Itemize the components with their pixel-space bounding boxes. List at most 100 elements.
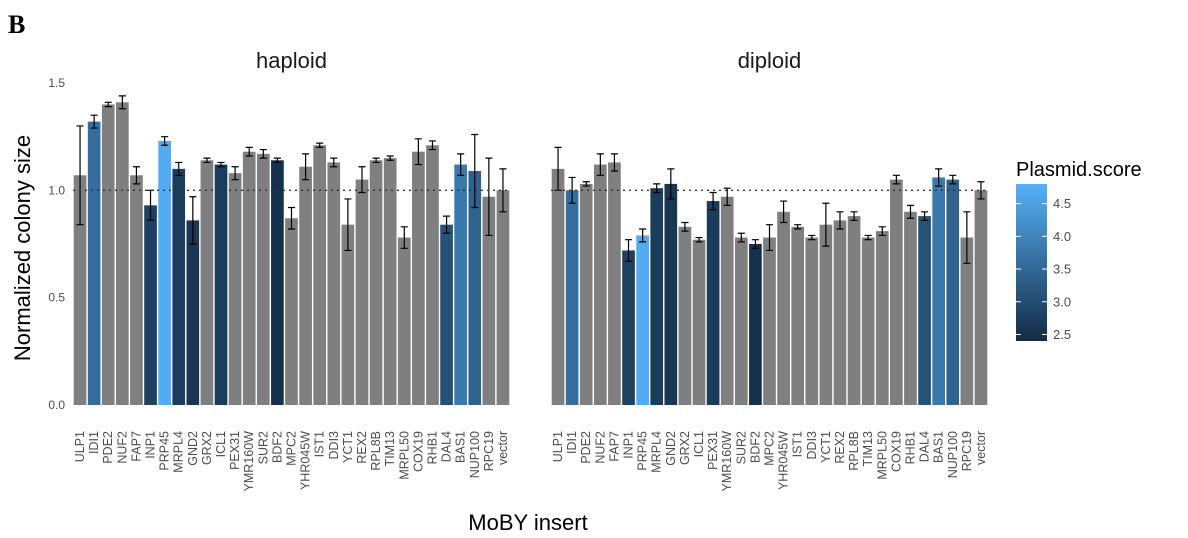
bar bbox=[101, 104, 115, 405]
legend-ticks: 2.5 3.0 3.5 4.0 4.5 bbox=[1016, 196, 1071, 342]
bar bbox=[875, 231, 889, 405]
bar bbox=[200, 160, 214, 405]
error-bar bbox=[104, 101, 112, 108]
category-label: MPC2 bbox=[285, 431, 299, 466]
category-label: INP1 bbox=[144, 431, 158, 459]
error-bars bbox=[554, 146, 985, 264]
bar bbox=[383, 158, 397, 405]
error-bar bbox=[175, 161, 183, 176]
bar bbox=[158, 140, 171, 405]
bars bbox=[73, 102, 510, 405]
category-label: ULP1 bbox=[73, 431, 87, 462]
error-bar bbox=[949, 174, 957, 185]
category-label: RPC19 bbox=[960, 431, 974, 471]
error-bar bbox=[344, 198, 352, 252]
error-bar bbox=[189, 196, 197, 245]
category-label: GRX2 bbox=[200, 431, 214, 465]
category-label: RPL8B bbox=[369, 431, 383, 471]
bar bbox=[946, 179, 960, 405]
legend-tick-label: 4.0 bbox=[1053, 229, 1071, 244]
category-label: ULP1 bbox=[551, 431, 565, 462]
y-tick-label: 0.0 bbox=[48, 398, 65, 412]
category-label: IST1 bbox=[791, 431, 805, 457]
legend-tick-label: 3.0 bbox=[1053, 294, 1071, 309]
bar bbox=[664, 183, 678, 405]
error-bar bbox=[457, 153, 465, 176]
bar bbox=[355, 179, 369, 405]
bar bbox=[172, 168, 186, 405]
legend-tick-label: 4.5 bbox=[1053, 196, 1071, 211]
y-tick-label: 1.0 bbox=[48, 183, 65, 197]
category-label: IDI1 bbox=[565, 431, 579, 454]
category-label: IST1 bbox=[313, 431, 327, 457]
category-label: YCT1 bbox=[819, 431, 833, 463]
error-bar bbox=[765, 224, 774, 252]
error-bar bbox=[582, 181, 590, 187]
color-legend: Plasmid.score 2.5 3.0 3.5 4.0 4.5 bbox=[1016, 159, 1142, 342]
category-label: TIM13 bbox=[861, 431, 875, 466]
bar bbox=[932, 177, 946, 405]
legend-tick-label: 2.5 bbox=[1053, 327, 1071, 342]
error-bar bbox=[822, 202, 830, 247]
bar bbox=[791, 226, 805, 405]
error-bar bbox=[977, 181, 985, 200]
category-label: GRX2 bbox=[678, 431, 692, 465]
bar bbox=[115, 102, 129, 405]
category-label: MPC2 bbox=[763, 431, 777, 466]
category-label: SUR2 bbox=[256, 431, 270, 464]
bar bbox=[242, 151, 256, 405]
bar bbox=[593, 164, 607, 405]
panel-label: B bbox=[8, 10, 25, 39]
category-label: YMR160W bbox=[720, 431, 734, 492]
error-bar bbox=[737, 232, 745, 243]
category-label: COX19 bbox=[411, 431, 425, 472]
bar bbox=[749, 244, 762, 405]
category-label: YMR160W bbox=[242, 431, 256, 492]
bars bbox=[551, 162, 988, 405]
error-bar bbox=[878, 226, 886, 237]
error-bar bbox=[471, 133, 479, 209]
bar bbox=[73, 175, 87, 405]
error-bar bbox=[596, 153, 604, 176]
bar bbox=[186, 220, 200, 405]
bar bbox=[706, 201, 720, 405]
error-bar bbox=[414, 138, 422, 166]
category-label: PDE2 bbox=[579, 431, 593, 464]
category-label: RHB1 bbox=[903, 431, 917, 464]
y-tick-label: 0.5 bbox=[48, 291, 65, 305]
error-bar bbox=[372, 157, 380, 164]
bar bbox=[87, 121, 101, 405]
bar bbox=[327, 162, 341, 405]
category-label: RHB1 bbox=[425, 431, 439, 464]
error-bars bbox=[76, 95, 507, 252]
bar bbox=[650, 188, 664, 405]
error-bar bbox=[653, 183, 661, 194]
category-label: NUF2 bbox=[115, 431, 129, 464]
error-bar bbox=[836, 211, 844, 230]
bar bbox=[819, 224, 833, 405]
error-bar bbox=[118, 95, 126, 110]
bar bbox=[960, 237, 974, 405]
bar bbox=[805, 237, 819, 405]
bar bbox=[847, 216, 861, 405]
y-axis-ticks: 0.0 0.5 1.0 1.5 bbox=[48, 76, 65, 412]
bar bbox=[397, 237, 411, 405]
bar bbox=[299, 166, 312, 405]
error-bar bbox=[245, 146, 253, 157]
bar bbox=[777, 211, 790, 405]
bar bbox=[636, 235, 649, 405]
bar bbox=[763, 237, 776, 405]
category-label: PRP45 bbox=[158, 431, 172, 471]
error-bar bbox=[259, 148, 267, 159]
category-label: DAL4 bbox=[918, 431, 932, 462]
category-label: FAP7 bbox=[607, 431, 621, 462]
category-label: MRPL50 bbox=[397, 431, 411, 480]
error-bar bbox=[864, 234, 872, 241]
bar bbox=[678, 226, 692, 405]
bar bbox=[551, 168, 565, 405]
category-label: NUP100 bbox=[946, 431, 960, 478]
error-bar bbox=[568, 176, 576, 204]
y-tick-label: 1.5 bbox=[48, 76, 65, 90]
category-label: COX19 bbox=[889, 431, 903, 472]
error-bar bbox=[287, 206, 296, 230]
